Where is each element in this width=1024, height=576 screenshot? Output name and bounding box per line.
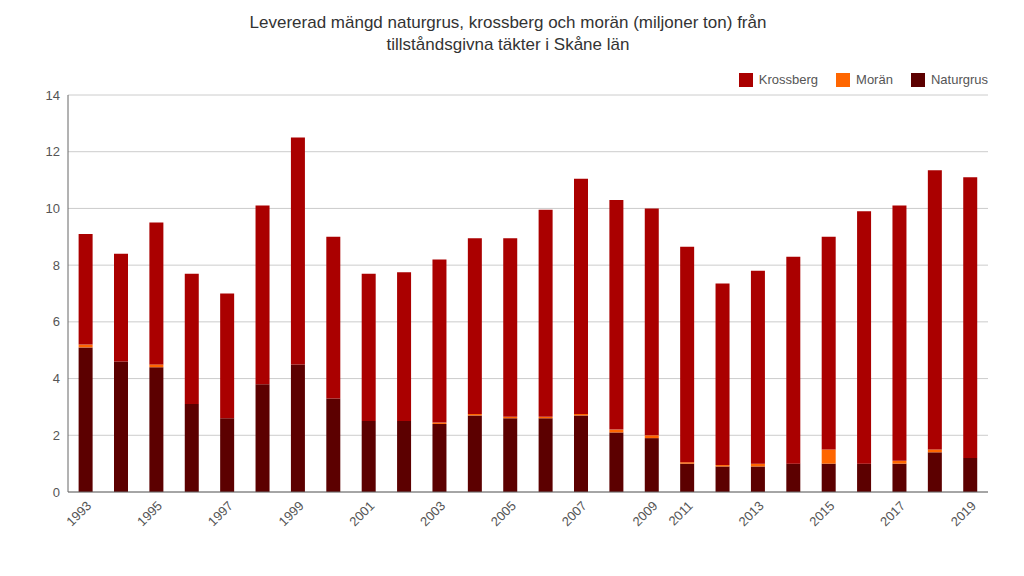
- svg-text:1997: 1997: [205, 498, 236, 529]
- svg-text:6: 6: [53, 314, 60, 329]
- svg-text:2015: 2015: [806, 498, 837, 529]
- svg-text:2: 2: [53, 428, 60, 443]
- svg-text:2009: 2009: [629, 498, 660, 529]
- html-text:Levererad mängd naturgrus, kro: Levererad mängd naturgrus, krossberg och…: [249, 13, 767, 32]
- svg-text:0: 0: [53, 485, 60, 500]
- html-text:Krossberg: Krossberg: [758, 72, 819, 87]
- svg-text:4: 4: [53, 371, 60, 386]
- html-text:Morän: Morän: [856, 72, 893, 87]
- html-text:Naturgrus: Naturgrus: [930, 72, 988, 87]
- svg-text:1999: 1999: [276, 498, 307, 529]
- svg-text:2013: 2013: [736, 498, 767, 529]
- svg-text:1995: 1995: [134, 498, 165, 529]
- svg-text:2011: 2011: [665, 498, 695, 528]
- svg-text:14: 14: [46, 88, 60, 103]
- svg-text:2007: 2007: [559, 498, 590, 529]
- svg-text:1993: 1993: [63, 498, 94, 529]
- svg-text:2005: 2005: [488, 498, 519, 529]
- svg-text:2001: 2001: [346, 498, 377, 529]
- svg-text:2019: 2019: [948, 498, 979, 529]
- svg-text:12: 12: [46, 144, 60, 159]
- svg-text:8: 8: [53, 258, 60, 273]
- svg-text:2017: 2017: [877, 498, 908, 529]
- svg-text:10: 10: [46, 201, 60, 216]
- html-text:tillståndsgivna täkter i Skåne: tillståndsgivna täkter i Skåne län: [386, 35, 630, 54]
- svg-text:2003: 2003: [417, 498, 448, 529]
